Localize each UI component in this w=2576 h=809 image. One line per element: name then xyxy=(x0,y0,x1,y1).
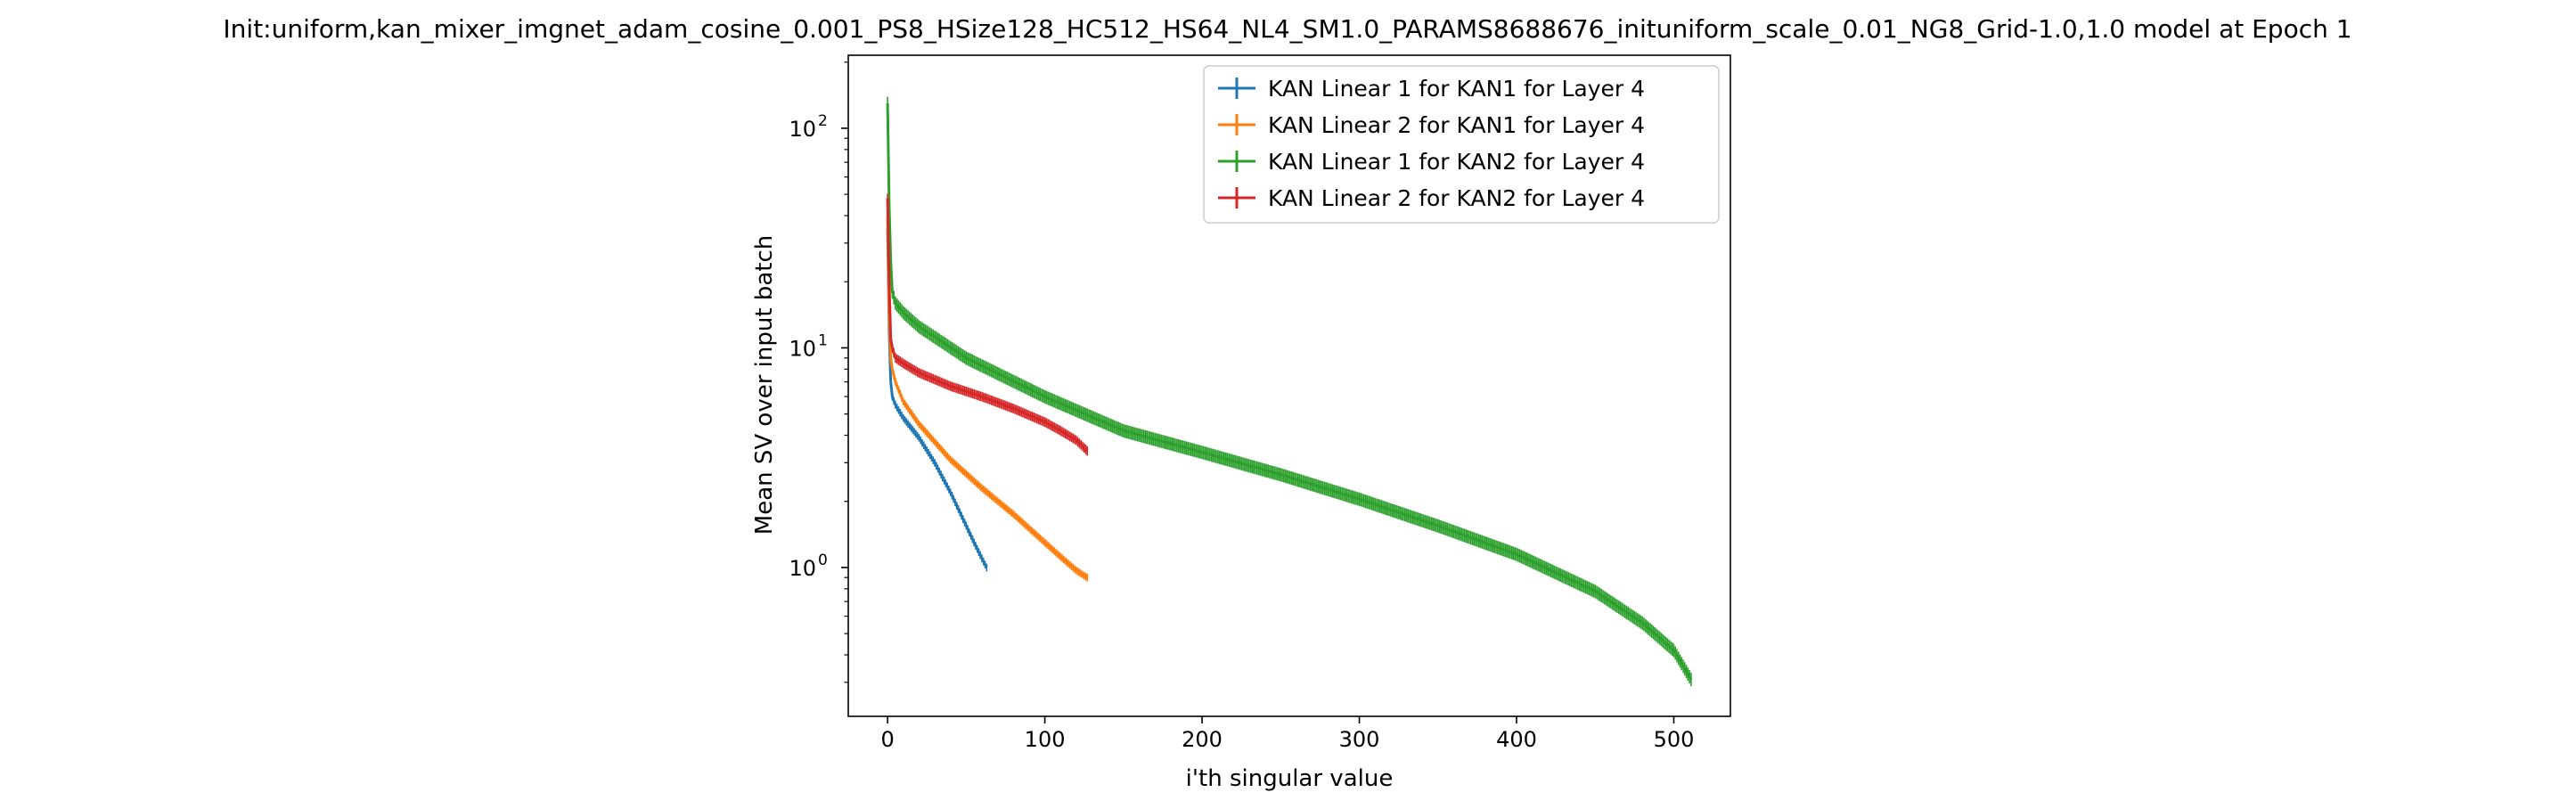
y-tick-label: 10 xyxy=(789,556,816,581)
plot-area xyxy=(847,54,1731,717)
series-2-line xyxy=(886,216,1089,579)
series-4 xyxy=(886,193,1089,456)
legend-label: KAN Linear 1 for KAN1 for Layer 4 xyxy=(1268,76,1645,102)
x-tick-label: 300 xyxy=(1339,727,1380,752)
y-tick-label: 10 xyxy=(789,336,816,361)
legend-label: KAN Linear 2 for KAN2 for Layer 4 xyxy=(1268,185,1645,211)
chart-title: Init:uniform,kan_mixer_imgnet_adam_cosin… xyxy=(223,14,2351,44)
legend-label: KAN Linear 2 for KAN1 for Layer 4 xyxy=(1268,112,1645,138)
series-4-line xyxy=(886,198,1089,453)
x-tick-label: 0 xyxy=(880,727,894,752)
legend-box xyxy=(1203,65,1720,224)
legend-item: KAN Linear 2 for KAN2 for Layer 4 xyxy=(1218,185,1645,211)
y-tick-exponent: 0 xyxy=(818,552,828,569)
x-axis: 0 100 200 300 400 500 xyxy=(880,716,1694,752)
legend-label: KAN Linear 1 for KAN2 for Layer 4 xyxy=(1268,149,1645,175)
x-tick-label: 400 xyxy=(1496,727,1537,752)
series-2 xyxy=(886,211,1089,582)
series-1-line xyxy=(886,228,988,568)
y-tick-label: 10 xyxy=(789,117,816,142)
series-3-error-bars xyxy=(887,96,1692,687)
x-axis-label: i'th singular value xyxy=(1186,765,1394,792)
series-3 xyxy=(886,96,1693,687)
y-tick-exponent: 2 xyxy=(818,112,828,130)
legend: KAN Linear 1 for KAN1 for Layer 4 KAN Lin… xyxy=(1203,65,1720,224)
y-tick-exponent: 1 xyxy=(818,331,828,349)
y-axis-label: Mean SV over input batch xyxy=(751,235,778,535)
x-tick-label: 100 xyxy=(1025,727,1066,752)
x-tick-label: 500 xyxy=(1654,727,1695,752)
x-tick-label: 200 xyxy=(1182,727,1223,752)
plot-frame xyxy=(847,54,1731,717)
legend-item: KAN Linear 1 for KAN1 for Layer 4 xyxy=(1218,76,1645,102)
series-1 xyxy=(886,225,988,572)
legend-item: KAN Linear 1 for KAN2 for Layer 4 xyxy=(1218,149,1645,175)
series-3-line xyxy=(886,102,1693,681)
legend-item: KAN Linear 2 for KAN1 for Layer 4 xyxy=(1218,112,1645,138)
